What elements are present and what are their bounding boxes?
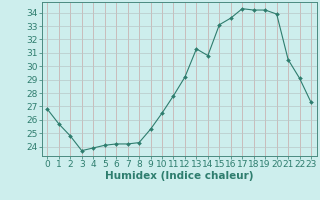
- X-axis label: Humidex (Indice chaleur): Humidex (Indice chaleur): [105, 171, 253, 181]
